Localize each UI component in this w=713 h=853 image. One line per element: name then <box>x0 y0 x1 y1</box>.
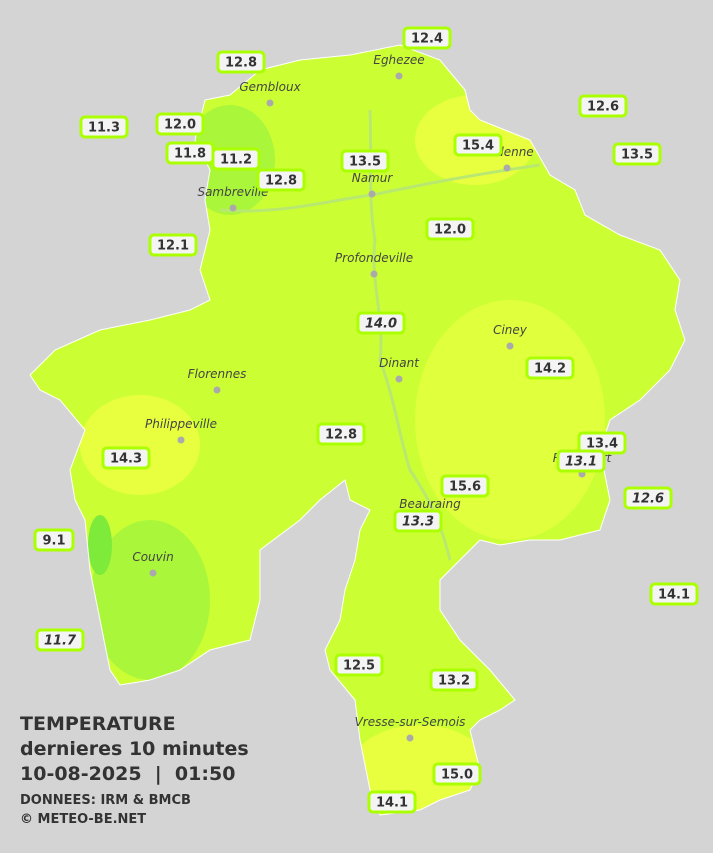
station-value: 12.8 <box>265 174 297 189</box>
station-box <box>612 142 662 166</box>
city-dot <box>266 99 274 107</box>
title-line: TEMPERATURE <box>20 713 176 735</box>
city-dot <box>368 190 376 198</box>
station-box <box>429 668 479 692</box>
station-value: 14.0 <box>365 317 397 332</box>
station-box <box>79 115 129 139</box>
labels: EghezeeGemblouxAndenneNamurSambrevillePr… <box>33 26 699 814</box>
city-label: Ciney <box>493 323 528 337</box>
station-value: 13.5 <box>349 155 381 170</box>
station-box <box>525 356 575 380</box>
station-box <box>556 449 606 473</box>
city-label: Profondeville <box>335 251 413 265</box>
station-box <box>316 422 366 446</box>
station-value: 12.4 <box>411 32 443 47</box>
station-value: 12.6 <box>632 492 664 507</box>
station-box <box>425 217 475 241</box>
station-value: 12.8 <box>225 56 257 71</box>
station-value: 15.0 <box>441 768 473 783</box>
station-value: 13.2 <box>438 674 470 689</box>
city-label: Namur <box>352 171 394 185</box>
station-value: 12.5 <box>343 659 375 674</box>
city-label: Gembloux <box>239 80 301 94</box>
station-box <box>334 653 384 677</box>
city-label: Vresse-sur-Semois <box>355 715 466 729</box>
station-box <box>35 628 85 652</box>
credit: © METEO-BE.NET <box>20 812 146 827</box>
station-value: 12.0 <box>164 118 196 133</box>
station-value: 12.1 <box>157 239 189 254</box>
station-value: 14.3 <box>110 452 142 467</box>
station-value: 15.4 <box>462 139 494 154</box>
station-value: 14.1 <box>658 588 690 603</box>
city-label: Dinant <box>379 356 420 370</box>
city-label: Philippeville <box>145 417 217 431</box>
city-dot <box>406 734 414 742</box>
station-box <box>33 528 75 552</box>
city-dot <box>149 569 157 577</box>
station-box <box>101 446 151 470</box>
city-label: Florennes <box>188 367 247 381</box>
station-value: 12.8 <box>325 428 357 443</box>
station-box <box>367 790 417 814</box>
city-dot <box>506 342 514 350</box>
station-value: 9.1 <box>42 534 65 549</box>
city-label: Sambreville <box>197 185 268 199</box>
station-box <box>393 509 443 533</box>
city-dot <box>395 72 403 80</box>
station-value: 11.8 <box>174 147 206 162</box>
station-value: 13.1 <box>565 455 597 470</box>
city-label: Beauraing <box>399 497 461 511</box>
river <box>368 109 452 561</box>
station-box <box>216 50 266 74</box>
legend-text: TEMPERATURE dernieres 10 minutes 10-08-2… <box>20 713 249 827</box>
station-value: 14.2 <box>534 362 566 377</box>
station-box <box>340 149 390 173</box>
station-box <box>432 762 482 786</box>
title-line: 10-08-2025 | 01:50 <box>20 763 235 785</box>
station-box <box>649 582 699 606</box>
station-box <box>148 233 198 257</box>
station-value: 11.7 <box>44 634 77 649</box>
station-box <box>453 133 503 157</box>
city-dot <box>177 436 185 444</box>
city-label: Eghezee <box>373 53 424 67</box>
station-box <box>356 311 406 335</box>
station-value: 13.3 <box>402 515 434 530</box>
credit: DONNEES: IRM & BMCB <box>20 793 191 808</box>
cool-area <box>90 520 210 680</box>
station-box <box>440 474 490 498</box>
title-line: dernieres 10 minutes <box>20 738 249 760</box>
cool-area <box>88 515 112 575</box>
station-box <box>155 112 205 136</box>
station-value: 14.1 <box>376 796 408 811</box>
station-box <box>623 486 673 510</box>
station-value: 15.6 <box>449 480 481 495</box>
city-dot <box>395 375 403 383</box>
station-value: 11.3 <box>88 121 120 136</box>
city-dot <box>503 164 511 172</box>
city-dot <box>229 204 237 212</box>
station-box <box>211 147 261 171</box>
station-value: 13.5 <box>621 148 653 163</box>
station-value: 12.0 <box>434 223 466 238</box>
city-dot <box>213 386 221 394</box>
station-value: 12.6 <box>587 100 619 115</box>
station-value: 11.2 <box>220 153 252 168</box>
city-label: Couvin <box>132 550 173 564</box>
station-box <box>578 94 628 118</box>
warm-area <box>80 395 200 495</box>
station-box <box>402 26 452 50</box>
station-box <box>256 168 306 192</box>
station-value: 13.4 <box>586 437 618 452</box>
city-dot <box>370 270 378 278</box>
